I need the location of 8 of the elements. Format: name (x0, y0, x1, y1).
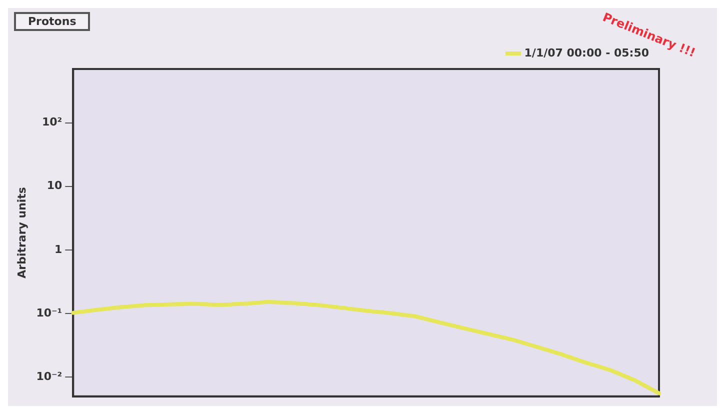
y-axis-title: Arbitrary units (15, 186, 28, 278)
legend-label: 1/1/07 00:00 - 05:50 (524, 46, 650, 60)
y-tick-label: 10 (46, 179, 62, 192)
y-tick-label: 10⁻¹ (36, 306, 62, 320)
chart-title: Protons (14, 12, 90, 31)
y-tick-label: 10⁻² (36, 370, 62, 384)
y-tick-label: 1 (54, 242, 62, 256)
y-tick-label: 10² (42, 116, 62, 129)
